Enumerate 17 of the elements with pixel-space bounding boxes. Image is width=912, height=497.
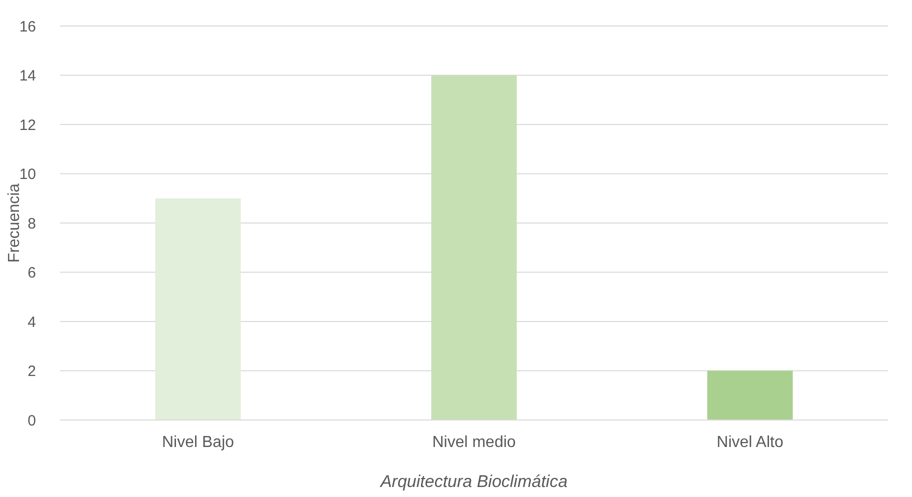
y-tick-label: 6 [28, 264, 36, 282]
x-tick-label: Nivel Bajo [162, 434, 234, 451]
y-tick-label: 2 [28, 363, 36, 380]
y-tick-label: 8 [28, 215, 36, 232]
bar [707, 370, 793, 420]
y-tick-label: 16 [19, 18, 36, 36]
x-tick-label: Nivel medio [432, 434, 516, 451]
x-tick-label: Nivel Alto [716, 434, 784, 451]
bar [431, 75, 517, 420]
y-tick-label: 0 [28, 412, 36, 430]
y-tick-label: 14 [19, 68, 36, 84]
y-tick-label: 4 [28, 314, 36, 331]
x-axis-title: Arquitectura Bioclimática [379, 472, 568, 491]
y-tick-label: 12 [19, 116, 36, 134]
bar [155, 198, 241, 420]
y-tick-label: 10 [19, 166, 36, 183]
y-axis-title: Frecuencia [6, 183, 23, 263]
